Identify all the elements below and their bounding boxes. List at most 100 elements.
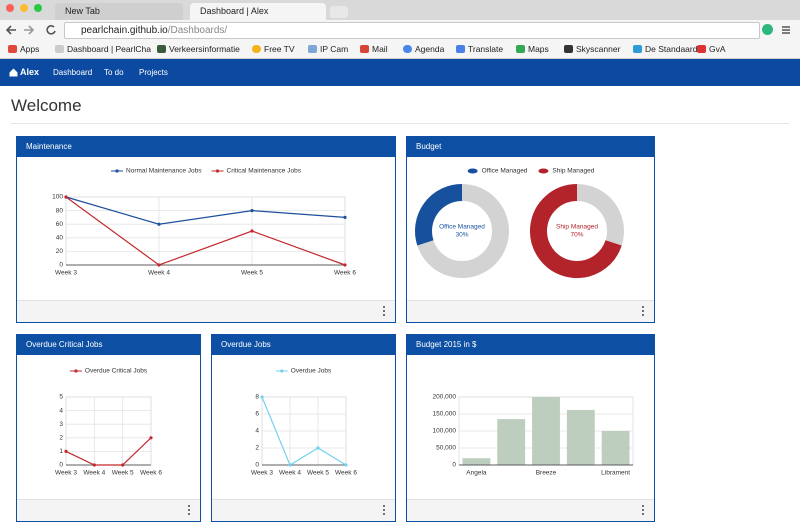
minimize-button[interactable]: [20, 4, 28, 12]
menu-button[interactable]: [781, 25, 791, 35]
y-tick-label: 2: [59, 435, 63, 442]
x-tick-label: Week 3: [251, 470, 273, 477]
dot: [642, 509, 644, 511]
point: [343, 215, 347, 219]
dot: [383, 310, 385, 312]
point: [344, 463, 348, 467]
forward-button[interactable]: [24, 25, 35, 35]
legend-item: Office Managed: [467, 168, 528, 175]
legend-item: Critical Maintenance Jobs: [211, 168, 302, 175]
bookmark[interactable]: Apps: [8, 40, 39, 58]
bar: [462, 458, 491, 465]
x-tick-label: Week 3: [55, 470, 77, 477]
bar: [566, 409, 595, 465]
chart: 0 50,000 100,000 150,000 200,000 Angela Breeze…: [433, 394, 634, 477]
bookmark[interactable]: Skyscanner: [564, 40, 620, 58]
extension-icon[interactable]: [762, 24, 773, 35]
panel: Budget Office Managed 30% Ship Managed 70% Of…: [406, 136, 655, 323]
legend-label: Office Managed: [482, 168, 528, 175]
chart: 0 20 40 60 80 100 Week 3 Week 4 Week 5 Week 6 Norm…: [52, 168, 356, 277]
bookmark-label: Dashboard | PearlCha: [67, 44, 151, 54]
back-button[interactable]: [5, 25, 16, 35]
dot: [642, 513, 644, 515]
bookmark[interactable]: Mail: [360, 40, 388, 58]
x-tick-label: Angela: [466, 470, 487, 477]
new-tab-button[interactable]: [330, 6, 348, 18]
bookmark[interactable]: Translate: [456, 40, 503, 58]
x-tick-label: Week 5: [241, 270, 263, 277]
menu-button[interactable]: [640, 305, 646, 317]
close-button[interactable]: [6, 4, 14, 12]
y-tick-label: 0: [452, 462, 456, 469]
menu-button[interactable]: [186, 504, 192, 516]
legend-item: Normal Maintenance Jobs: [111, 168, 202, 175]
reload-button[interactable]: [46, 25, 56, 35]
donut-arc: [415, 184, 463, 246]
bookmark-label: De Standaard: [645, 44, 698, 54]
panel: Maintenance 0 20 40 60 80 100 Week 3 Week 4 Week …: [16, 136, 396, 323]
x-tick-label: Week 5: [307, 470, 329, 477]
y-tick-label: 8: [255, 394, 259, 401]
y-tick-label: 0: [59, 462, 63, 469]
panel-footer: [407, 499, 654, 521]
point: [149, 436, 153, 440]
plot-border: [65, 396, 152, 466]
tab-bar: New Tab Dashboard | Alex: [0, 0, 800, 20]
x-tick-label: Week 4: [83, 470, 105, 477]
bookmark-label: Skyscanner: [576, 44, 621, 54]
point: [121, 463, 125, 467]
series-line: [65, 196, 346, 225]
tab[interactable]: New Tab: [55, 3, 183, 20]
chart: 0 1 2 3 4 5 Week 3 Week 4 Week 5 Week 6 Overdue Cr…: [55, 368, 162, 477]
tab-active[interactable]: Dashboard | Alex: [190, 3, 326, 20]
dot: [383, 509, 385, 511]
menu-button[interactable]: [381, 305, 387, 317]
bookmark-label: Apps: [20, 44, 40, 54]
legend-item: Overdue Critical Jobs: [69, 368, 148, 375]
donut-value-label: 30%: [455, 232, 468, 239]
y-tick-label: 20: [56, 248, 64, 255]
point: [157, 222, 161, 226]
menu-button[interactable]: [640, 504, 646, 516]
zoom-button[interactable]: [34, 4, 42, 12]
bookmark[interactable]: Dashboard | PearlCha: [55, 40, 151, 58]
panel-footer: [17, 499, 200, 521]
url-box[interactable]: pearlchain.github.io/Dashboards/: [64, 22, 760, 39]
navbar: Alex Dashboard To do Projects: [0, 59, 800, 86]
point: [260, 395, 264, 399]
legend-marker: [215, 169, 220, 173]
bookmark[interactable]: Agenda: [403, 40, 444, 58]
panel: Overdue Jobs 0 2 4 6 8 Week 3 Week 4 Week 5 Week …: [211, 334, 396, 522]
y-tick-label: 2: [255, 445, 259, 452]
bar: [497, 419, 526, 465]
bookmark[interactable]: Verkeersinformatie: [157, 40, 240, 58]
menu-button[interactable]: [381, 504, 387, 516]
point: [64, 449, 68, 453]
nav-link[interactable]: Projects: [139, 68, 168, 77]
series-line: [261, 396, 347, 466]
chart: 0 2 4 6 8 Week 3 Week 4 Week 5 Week 6 Overdue Job…: [251, 368, 357, 477]
bookmark[interactable]: GvA: [697, 40, 726, 58]
x-tick-label: Week 6: [140, 470, 162, 477]
panel-title: Overdue Jobs: [212, 335, 395, 355]
panel-title: Budget: [407, 137, 654, 157]
nav-link[interactable]: Dashboard: [53, 68, 93, 77]
brand[interactable]: Alex: [20, 67, 40, 77]
y-tick-label: 50,000: [436, 445, 456, 452]
window-controls: [6, 4, 42, 12]
bookmark[interactable]: Maps: [516, 40, 549, 58]
x-tick-label: Week 4: [148, 270, 170, 277]
bookmark[interactable]: De Standaard: [633, 40, 697, 58]
y-tick-label: 100,000: [433, 428, 457, 435]
point: [64, 195, 68, 199]
x-tick-label: Week 6: [335, 470, 357, 477]
dot: [188, 505, 190, 507]
bookmark-label: Agenda: [415, 44, 445, 54]
bookmark[interactable]: Free TV: [252, 40, 295, 58]
nav-link[interactable]: To do: [104, 68, 124, 77]
y-tick-label: 4: [255, 428, 259, 435]
legend: Overdue Critical Jobs: [69, 368, 148, 375]
bookmark[interactable]: IP Cam: [308, 40, 348, 58]
y-tick-label: 150,000: [433, 411, 457, 418]
donut-value-label: 70%: [570, 232, 583, 239]
